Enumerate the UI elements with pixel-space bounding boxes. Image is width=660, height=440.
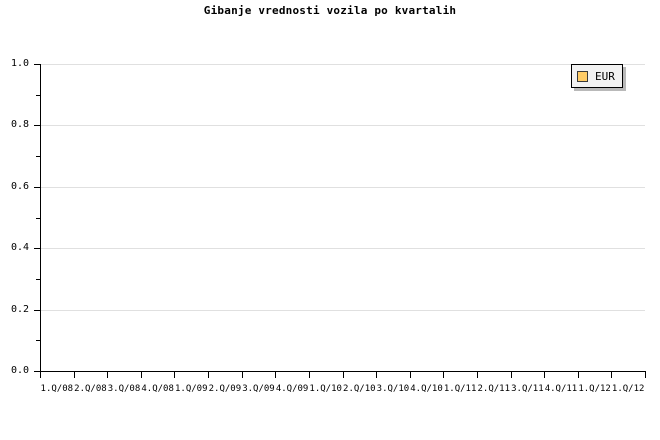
y-axis-label: 0.8 [10, 119, 29, 131]
x-axis-line [40, 371, 646, 372]
x-axis-label: 4.Q/11 [544, 384, 578, 394]
x-axis-tick [141, 372, 142, 378]
y-axis-label: 0.6 [10, 180, 29, 192]
x-axis-tick [376, 372, 377, 378]
legend-label-eur: EUR [595, 69, 615, 83]
x-axis-tick [443, 372, 444, 378]
y-axis-tick-major [34, 64, 40, 65]
y-axis-tick-major [34, 248, 40, 250]
y-gridline [40, 186, 645, 188]
y-axis-label: 0.4 [10, 242, 29, 254]
x-axis-tick [578, 372, 579, 378]
x-axis-label: 4.Q/08 [141, 384, 174, 394]
y-gridline [40, 64, 645, 65]
x-axis-tick [242, 372, 243, 378]
x-axis-tick [511, 372, 512, 378]
y-axis-tick-minor [36, 278, 40, 280]
legend-swatch-eur-icon [577, 70, 588, 82]
y-axis-line [40, 64, 41, 372]
x-axis-label: 1.Q/10 [309, 384, 342, 394]
x-axis-tick [74, 372, 75, 378]
x-axis-tick [309, 372, 310, 378]
x-axis-tick [40, 372, 41, 378]
x-axis-label: 4.Q/09 [275, 384, 309, 394]
plot-area [40, 64, 645, 372]
x-axis-label: 1.Q/12 [611, 384, 645, 394]
x-axis-label: 2.Q/10 [343, 384, 376, 394]
x-axis-tick [544, 372, 545, 378]
x-axis-label: 4.Q/10 [410, 384, 443, 394]
y-gridline [40, 125, 645, 127]
x-axis-label: 3.Q/11 [511, 384, 544, 394]
x-axis-tick [477, 372, 478, 378]
x-axis-tick [174, 372, 175, 378]
x-axis-tick [410, 372, 411, 378]
chart-legend[interactable]: EUR [571, 64, 623, 88]
y-axis-tick-minor [36, 340, 40, 342]
y-axis-tick-minor [36, 217, 40, 219]
x-axis-label: 3.Q/09 [242, 384, 275, 394]
y-axis-label: 0.0 [10, 365, 29, 376]
x-axis-tick [107, 372, 108, 378]
y-axis-tick-major [34, 125, 40, 127]
y-axis-tick-major [34, 309, 40, 311]
y-gridline [40, 248, 645, 250]
x-axis-tick [275, 372, 276, 378]
y-axis-tick-minor [36, 94, 40, 96]
x-axis-label: 3.Q/08 [107, 384, 141, 394]
x-axis-label: 2.Q/08 [74, 384, 107, 394]
y-gridline [40, 309, 645, 311]
x-axis-label: 1.Q/12 [578, 384, 611, 394]
x-axis-tick [611, 372, 612, 378]
x-axis-label: 2.Q/09 [208, 384, 242, 394]
x-axis-label: 1.Q/09 [174, 384, 208, 394]
x-axis-label: 3.Q/10 [376, 384, 410, 394]
y-axis-label: 0.2 [10, 303, 29, 315]
x-axis-label: 2.Q/11 [477, 384, 511, 394]
x-axis-tick [208, 372, 209, 378]
y-axis-label: 1.0 [10, 58, 29, 69]
y-axis-tick-minor [36, 156, 40, 158]
y-axis-tick-major [34, 371, 40, 372]
y-axis-tick-major [34, 186, 40, 188]
x-axis-label: 1.Q/11 [443, 384, 477, 394]
x-axis-label: 1.Q/08 [40, 384, 74, 394]
chart-title: Gibanje vrednosti vozila po kvartalih [203, 4, 457, 17]
x-axis-tick [645, 372, 646, 378]
x-axis-tick [343, 372, 344, 378]
